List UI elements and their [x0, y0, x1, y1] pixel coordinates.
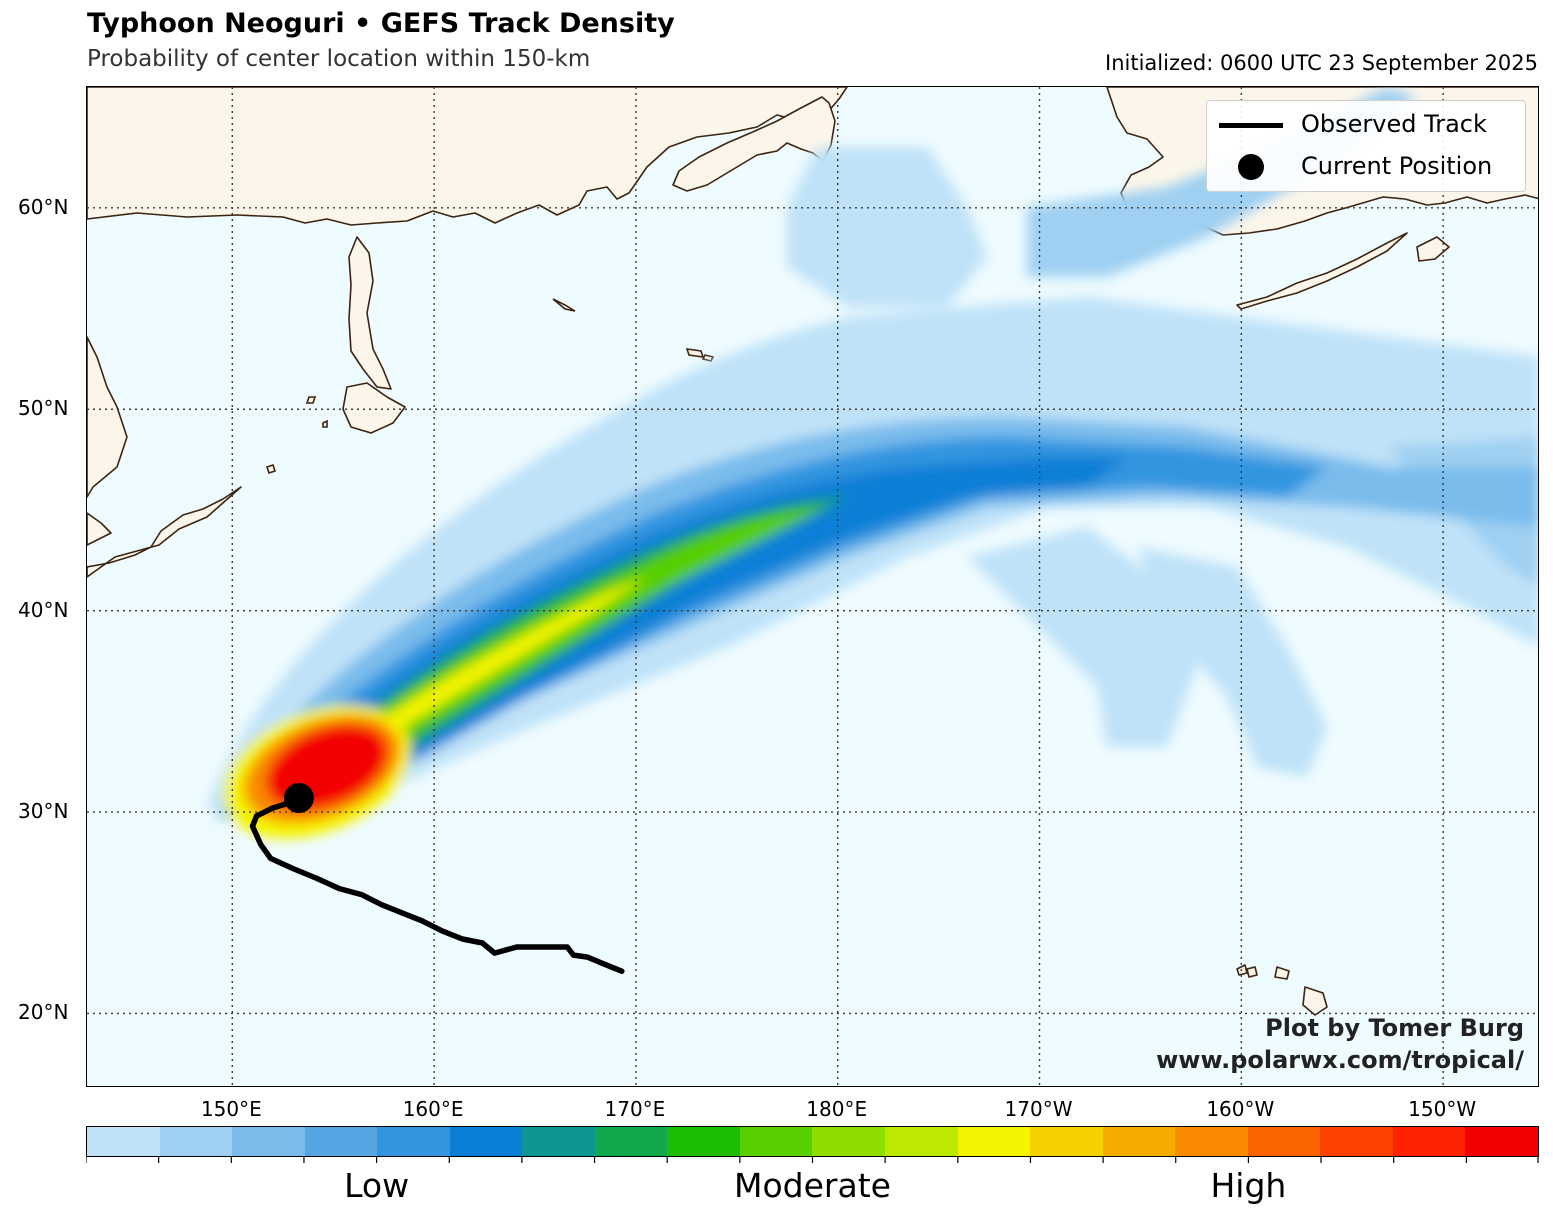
colorbar-label: Moderate [734, 1166, 891, 1205]
plume-band-outer [207, 297, 1538, 827]
land-asia-mainland [87, 87, 848, 226]
plume-branch-south-1 [967, 527, 1197, 747]
colorbar-segment [1102, 1127, 1176, 1156]
colorbar-segment [377, 1127, 450, 1156]
lat-label: 60°N [18, 194, 69, 219]
plume-branch-south-2 [1137, 547, 1327, 777]
density-colorbar [86, 1126, 1539, 1157]
plume-band-9 [297, 507, 827, 792]
colorbar-segment [739, 1127, 813, 1156]
lon-label: 170°W [1004, 1097, 1073, 1121]
map-panel[interactable] [86, 86, 1539, 1087]
colorbar-segment [957, 1127, 1031, 1156]
legend-item-observed-track: Observed Track [1207, 104, 1525, 144]
colorbar-label: Low [344, 1166, 410, 1205]
legend-label-observed-track: Observed Track [1301, 110, 1487, 138]
lat-label: 20°N [18, 1000, 69, 1025]
plume-branch-north [787, 147, 987, 307]
lon-label: 180°E [806, 1097, 868, 1121]
initialized-time: Initialized: 0600 UTC 23 September 2025 [1105, 51, 1538, 75]
colorbar-segment [159, 1127, 233, 1156]
page-subtitle: Probability of center location within 15… [87, 46, 591, 72]
legend-dot-swatch [1238, 154, 1264, 180]
colorbar-segment [1030, 1127, 1103, 1156]
page-title: Typhoon Neoguri • GEFS Track Density [87, 8, 675, 39]
colorbar-segment [812, 1127, 886, 1156]
land-hawaii-oahu [1246, 966, 1258, 978]
graticule [87, 87, 1538, 1086]
colorbar-segment [1392, 1127, 1466, 1156]
colorbar-segment [1247, 1127, 1321, 1156]
current-position-marker[interactable] [283, 782, 314, 813]
lat-label: 50°N [18, 396, 69, 421]
colorbar-segment [1465, 1127, 1538, 1156]
lon-label: 160°W [1206, 1097, 1275, 1121]
lon-label: 160°E [402, 1097, 464, 1121]
credit-author: Plot by Tomer Burg [1265, 1014, 1524, 1042]
colorbar-segment [667, 1127, 740, 1156]
legend-item-current-position: Current Position [1207, 146, 1525, 186]
legend-line-swatch [1219, 123, 1283, 128]
land-sakhalin [348, 236, 392, 390]
land-kodiak [1416, 236, 1450, 262]
credit-url[interactable]: www.polarwx.com/tropical/ [1156, 1046, 1524, 1074]
land-hawaii-big [1302, 986, 1328, 1016]
lat-label: 30°N [18, 799, 69, 824]
colorbar-segment [594, 1127, 668, 1156]
land-japan [87, 336, 242, 578]
colorbar-segment [522, 1127, 595, 1156]
colorbar-segment [87, 1127, 160, 1156]
lat-label: 40°N [18, 597, 69, 622]
colorbar-segment [1175, 1127, 1248, 1156]
observed-track-line [249, 797, 625, 974]
track-density-plume [207, 87, 1538, 839]
colorbar-segment [1320, 1127, 1393, 1156]
legend-label-current-position: Current Position [1301, 152, 1493, 180]
map-legend: Observed Track Current Position [1206, 100, 1526, 192]
colorbar-segment [304, 1127, 378, 1156]
colorbar-segment [232, 1127, 305, 1156]
lon-label: 170°E [604, 1097, 666, 1121]
colorbar-label: High [1210, 1166, 1287, 1205]
colorbar-segment [885, 1127, 958, 1156]
map-canvas[interactable] [87, 87, 1539, 1087]
colorbar-segment [449, 1127, 523, 1156]
land-hokkaido [342, 382, 406, 434]
lon-label: 150°W [1408, 1097, 1477, 1121]
land-hawaii-maui [1274, 966, 1290, 980]
lon-label: 150°E [200, 1097, 262, 1121]
plume-band-12 [307, 577, 647, 787]
land-alaska-peninsula [1236, 232, 1408, 310]
colorbar-ticks [86, 1157, 1539, 1163]
